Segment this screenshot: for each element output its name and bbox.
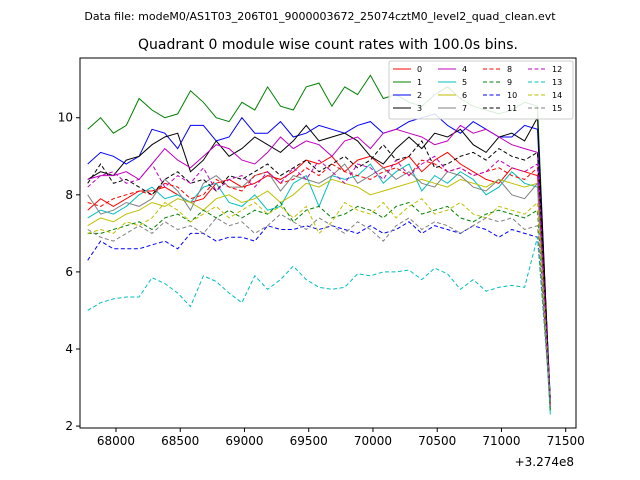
legend-label-6: 6 [462, 91, 467, 100]
legend-label-3: 3 [417, 104, 422, 113]
plot-area [87, 74, 551, 415]
series-line-8 [87, 159, 551, 407]
x-tick-label: 71000 [482, 434, 520, 448]
y-axis: 2 4 6 8 10 [58, 111, 80, 433]
legend-box [388, 60, 574, 120]
x-tick-label: 68000 [97, 434, 135, 448]
y-tick-label: 4 [65, 342, 73, 356]
legend-label-8: 8 [507, 65, 512, 74]
x-tick-label: 69500 [290, 434, 328, 448]
chart-suptitle: Data file: modeM0/AS1T03_206T01_90000036… [84, 10, 556, 23]
y-tick-label: 10 [58, 111, 73, 125]
x-tick-label: 71500 [547, 434, 585, 448]
legend-label-4: 4 [462, 65, 467, 74]
legend-label-12: 12 [552, 65, 562, 74]
series-line-4 [87, 124, 551, 407]
series-line-7 [87, 163, 551, 400]
x-tick-label: 70000 [354, 434, 392, 448]
x-tick-label: 69000 [225, 434, 263, 448]
x-tick-label: 68500 [161, 434, 199, 448]
y-tick-label: 8 [65, 188, 73, 202]
x-axis: 68000 68500 69000 69500 70000 70500 71000 71500 [97, 428, 585, 448]
series-line-6 [87, 178, 551, 403]
x-tick-label: 70500 [418, 434, 456, 448]
series-line-15 [87, 213, 551, 403]
legend-label-0: 0 [417, 65, 422, 74]
axes-frame [79, 57, 577, 429]
series-line-12 [87, 155, 551, 403]
legend-label-9: 9 [507, 78, 512, 87]
legend-label-1: 1 [417, 78, 422, 87]
chart-title: Quadrant 0 module wise count rates with … [138, 37, 518, 53]
y-tick-label: 2 [65, 419, 73, 433]
series-line-13 [87, 237, 551, 403]
legend-label-15: 15 [552, 104, 562, 113]
y-tick-label: 6 [65, 265, 73, 279]
legend-label-13: 13 [552, 78, 562, 87]
series-line-3 [87, 115, 551, 403]
series-line-2 [87, 113, 551, 400]
series-line-9 [87, 201, 551, 411]
series-line-11 [87, 139, 551, 400]
legend-label-7: 7 [462, 104, 467, 113]
legend-label-10: 10 [507, 91, 517, 100]
legend-label-11: 11 [507, 104, 517, 113]
legend-label-5: 5 [462, 78, 467, 87]
legend-label-2: 2 [417, 91, 422, 100]
series-line-14 [87, 198, 551, 403]
legend-label-14: 14 [552, 91, 562, 100]
x-offset-label: +3.274e8 [515, 455, 574, 469]
